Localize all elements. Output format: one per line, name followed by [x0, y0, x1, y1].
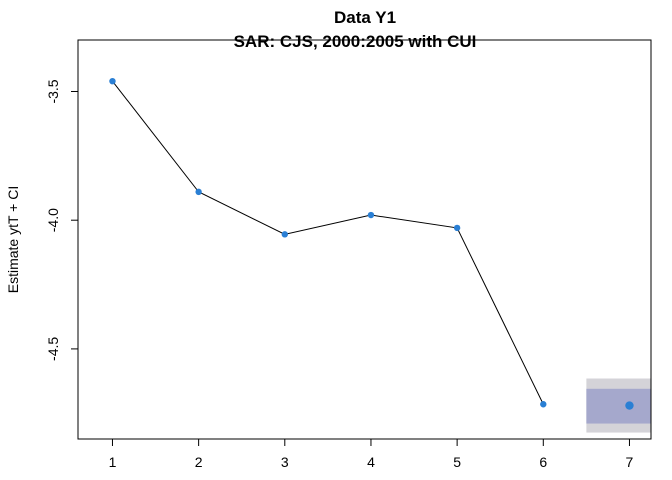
- forecast-ci-inner: [586, 388, 651, 424]
- data-point: [109, 77, 116, 85]
- data-point: [540, 401, 547, 408]
- y-tick-label: -4.5: [45, 337, 61, 361]
- data-point: [281, 231, 288, 238]
- y-axis: -3.5 -4.0 -4.5: [45, 79, 78, 361]
- x-tick-label: 3: [281, 454, 289, 470]
- chart-title: Data Y1: [334, 8, 396, 27]
- forecast-point: [625, 401, 634, 410]
- x-tick-label: 4: [367, 454, 375, 470]
- x-tick-label: 6: [539, 454, 547, 470]
- data-point: [367, 211, 375, 219]
- x-axis: 1 2 3 4 5 6 7: [109, 439, 634, 470]
- x-tick-label: 7: [626, 454, 634, 470]
- forecast-ci-layer: [586, 378, 651, 433]
- x-tick-label: 2: [195, 454, 203, 470]
- y-axis-label: Estimate ytT + CI: [5, 186, 21, 294]
- series-layer: [109, 77, 634, 410]
- plot-frame: [77, 39, 652, 440]
- data-point: [453, 224, 461, 232]
- y-tick-label: -3.5: [45, 79, 61, 103]
- x-tick-label: 1: [109, 454, 117, 470]
- series-line: [112, 80, 544, 405]
- chart-subtitle: SAR: CJS, 2000:2005 with CUI: [234, 32, 477, 51]
- y-tick-label: -4.0: [45, 208, 61, 232]
- x-tick-label: 5: [453, 454, 461, 470]
- data-point: [195, 188, 202, 196]
